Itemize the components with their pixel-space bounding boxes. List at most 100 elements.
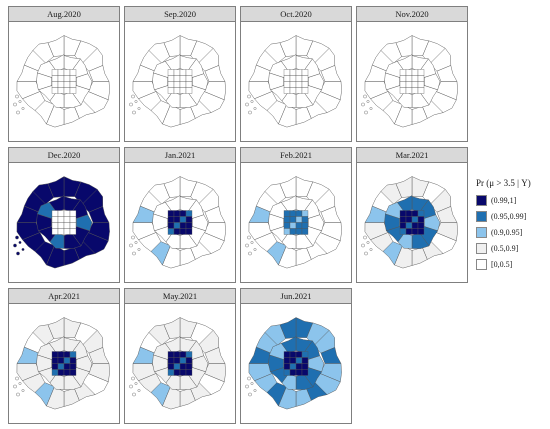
- panel-title: Jun.2021: [241, 289, 351, 304]
- map-panel-mar-2021: Mar.2021: [356, 147, 468, 283]
- central-district: [417, 210, 425, 217]
- central-district: [167, 363, 175, 370]
- central-district: [173, 69, 181, 76]
- ring-district: [411, 232, 430, 249]
- island: [361, 102, 365, 107]
- ring-district: [268, 72, 284, 91]
- central-district: [301, 87, 309, 94]
- ring-district: [76, 214, 93, 232]
- central-district: [417, 69, 425, 76]
- ring-district: [396, 195, 413, 213]
- central-district: [179, 75, 187, 82]
- central-district: [185, 357, 193, 364]
- central-district: [411, 228, 419, 235]
- island: [132, 392, 136, 397]
- island: [21, 389, 25, 392]
- ring-district: [63, 232, 82, 249]
- outer-district: [63, 106, 80, 125]
- island: [134, 382, 138, 385]
- map-svg: [13, 35, 110, 128]
- outer-district: [429, 188, 452, 213]
- island: [363, 235, 367, 240]
- ring-district: [424, 214, 441, 232]
- outer-district: [295, 106, 312, 125]
- island: [250, 241, 254, 244]
- central-district: [405, 81, 413, 88]
- central-district: [173, 357, 181, 364]
- central-district: [173, 369, 181, 376]
- central-district: [411, 81, 419, 88]
- island: [366, 100, 370, 103]
- outer-district: [370, 232, 394, 252]
- island: [137, 248, 141, 251]
- ring-district: [48, 195, 65, 213]
- central-district: [405, 222, 413, 229]
- legend-label: (0.95,0.99]: [491, 211, 527, 221]
- central-district: [57, 81, 65, 88]
- central-district: [295, 69, 303, 76]
- map-svg: [361, 35, 458, 128]
- central-district: [405, 210, 413, 217]
- outer-district: [150, 382, 171, 407]
- outer-district: [63, 388, 80, 407]
- central-district: [57, 363, 65, 370]
- island: [18, 241, 22, 244]
- central-district: [283, 81, 291, 88]
- ring-district: [179, 232, 198, 249]
- island: [15, 235, 19, 240]
- ring-district: [295, 373, 314, 390]
- outer-district: [382, 100, 403, 125]
- central-district: [283, 69, 291, 76]
- island: [369, 107, 373, 110]
- ring-district: [308, 214, 325, 232]
- island: [134, 100, 138, 103]
- central-district: [185, 75, 193, 82]
- central-district: [185, 222, 193, 229]
- central-district: [289, 369, 297, 376]
- central-district: [399, 69, 407, 76]
- choropleth-map: [9, 22, 119, 141]
- island: [134, 241, 138, 244]
- central-district: [411, 69, 419, 76]
- map-panel-oct-2020: Oct.2020: [240, 6, 352, 142]
- choropleth-map: [357, 22, 467, 141]
- outer-district: [179, 388, 196, 407]
- central-district: [57, 216, 65, 223]
- central-district: [63, 210, 71, 217]
- choropleth-map: [125, 304, 235, 423]
- central-district: [167, 87, 175, 94]
- island: [129, 384, 133, 389]
- central-district: [57, 369, 65, 376]
- panel-title: Sep.2020: [125, 7, 235, 22]
- ring-district: [192, 73, 209, 91]
- outer-district: [88, 347, 110, 364]
- map-svg: [129, 35, 226, 128]
- central-district: [301, 75, 309, 82]
- central-district: [295, 75, 303, 82]
- legend-item: (0.95,0.99]: [476, 208, 550, 224]
- ring-district: [36, 213, 52, 232]
- island: [253, 248, 257, 251]
- central-district: [69, 210, 77, 217]
- central-district: [185, 210, 193, 217]
- island: [363, 94, 367, 99]
- island: [137, 107, 141, 110]
- island: [247, 94, 251, 99]
- outer-district: [313, 329, 336, 354]
- panel-title: May.2021: [125, 289, 235, 304]
- island: [245, 243, 249, 248]
- outer-district: [266, 100, 287, 125]
- island: [15, 94, 19, 99]
- central-district: [51, 369, 59, 376]
- central-district: [283, 87, 291, 94]
- panel-title: Oct.2020: [241, 7, 351, 22]
- central-district: [295, 222, 303, 229]
- central-district: [179, 87, 187, 94]
- central-district: [411, 87, 419, 94]
- choropleth-map: [125, 163, 235, 282]
- outer-district: [313, 188, 336, 213]
- outer-district: [197, 47, 220, 72]
- ring-district: [164, 195, 181, 213]
- island: [131, 235, 135, 240]
- island: [253, 107, 257, 110]
